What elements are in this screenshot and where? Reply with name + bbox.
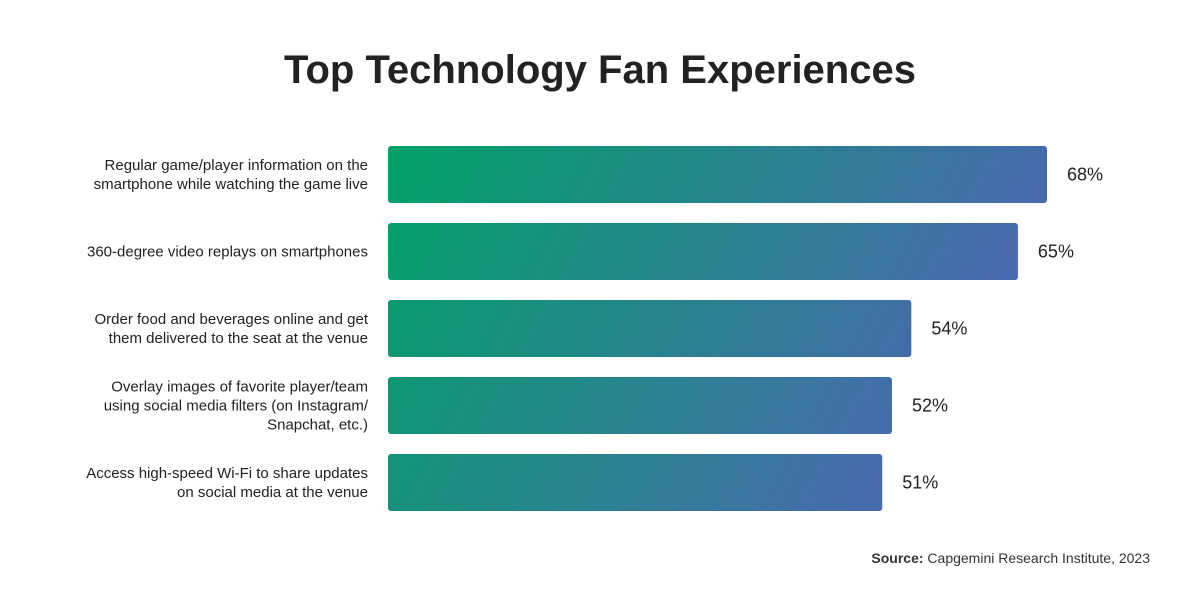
value-label-2: 65%: [1038, 242, 1074, 262]
value-label-1: 68%: [1067, 165, 1103, 185]
category-label-2: 360-degree video replays on smartphones: [87, 244, 368, 261]
chart-title: Top Technology Fan Experiences: [284, 48, 916, 92]
bar-3: [388, 300, 912, 357]
source-note: Source: Capgemini Research Institute, 20…: [871, 550, 1150, 566]
category-label-4: Overlay images of favorite player/team us…: [104, 379, 369, 434]
value-label-5: 51%: [902, 473, 938, 493]
source-label: Source:: [871, 550, 924, 566]
value-label-4: 52%: [912, 396, 948, 416]
source-text: Capgemini Research Institute, 2023: [927, 550, 1150, 566]
bar-5: [388, 454, 883, 511]
bar-4: [388, 377, 892, 434]
value-label-3: 54%: [931, 319, 967, 339]
category-label-3: Order food and beverages online and get t…: [94, 311, 368, 347]
category-label-1: Regular game/player information on the sm…: [94, 157, 368, 193]
bar-1: [388, 146, 1047, 203]
bar-2: [388, 223, 1018, 280]
category-label-5: Access high-speed Wi-Fi to share updates…: [86, 465, 368, 501]
